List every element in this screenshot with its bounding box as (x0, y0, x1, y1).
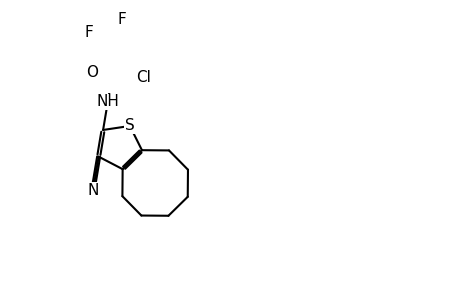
Text: Cl: Cl (136, 70, 151, 85)
Text: F: F (117, 13, 126, 28)
Text: N: N (87, 183, 99, 198)
Text: NH: NH (96, 94, 119, 109)
Text: S: S (125, 118, 134, 134)
Text: F: F (84, 25, 93, 40)
Text: O: O (86, 65, 98, 80)
